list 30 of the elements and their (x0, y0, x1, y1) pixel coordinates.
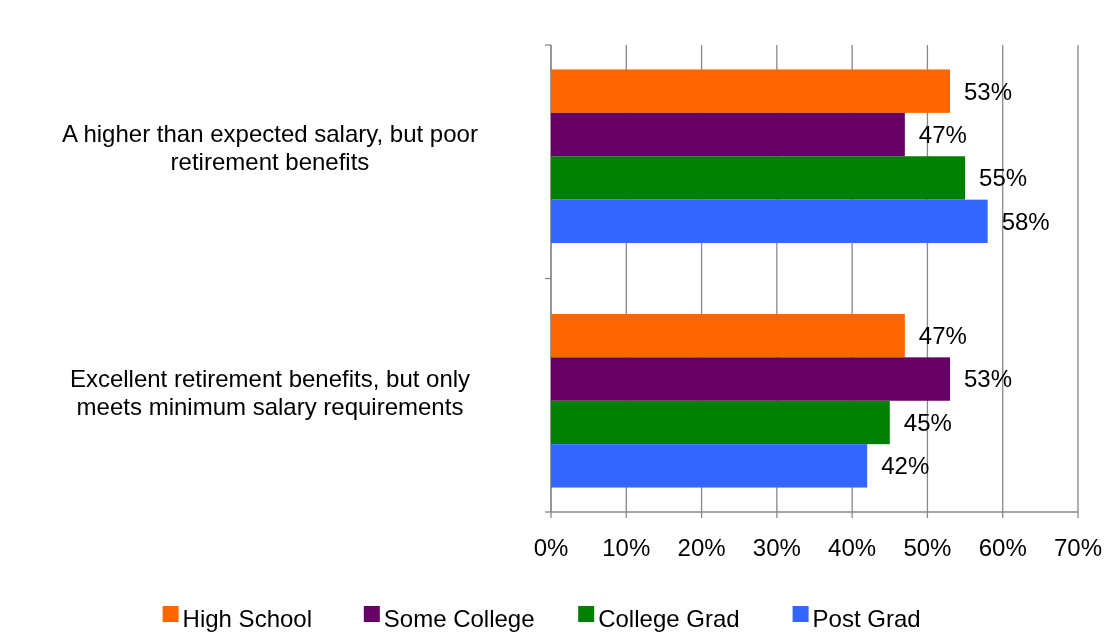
x-tick-label: 0% (533, 534, 569, 561)
data-label: 53% (964, 365, 1013, 393)
legend-label: High School (182, 605, 313, 633)
legend-label: College Grad (598, 605, 740, 633)
y-tick-label: A higher than expected salary, but poor retirement benefits (62, 120, 478, 176)
bar (551, 69, 951, 113)
bar (551, 156, 966, 200)
data-label: 47% (918, 322, 967, 350)
x-tick-label: 40% (828, 534, 877, 561)
data-label: 53% (964, 77, 1013, 105)
x-tick-label: 60% (978, 534, 1027, 561)
data-label: 45% (903, 408, 952, 436)
x-tick-label: 20% (677, 534, 726, 561)
legend-label: Post Grad (812, 605, 921, 633)
bar (551, 112, 905, 157)
bar (551, 400, 890, 445)
x-tick-label: 70% (1053, 534, 1103, 561)
x-tick-label: 10% (602, 534, 651, 561)
data-label: 58% (1001, 207, 1050, 235)
data-label: 55% (979, 164, 1028, 192)
legend-label: Some College (383, 605, 535, 633)
bar (551, 357, 951, 401)
bar (551, 199, 988, 244)
x-tick-label: 30% (752, 534, 801, 561)
y-tick-label: Excellent retirement benefits, but only meets minimum salary requirements (69, 364, 471, 420)
bar (551, 444, 868, 488)
data-label: 47% (918, 120, 967, 148)
data-label: 42% (881, 452, 930, 480)
bar (551, 313, 905, 358)
x-tick-label: 50% (903, 534, 952, 561)
